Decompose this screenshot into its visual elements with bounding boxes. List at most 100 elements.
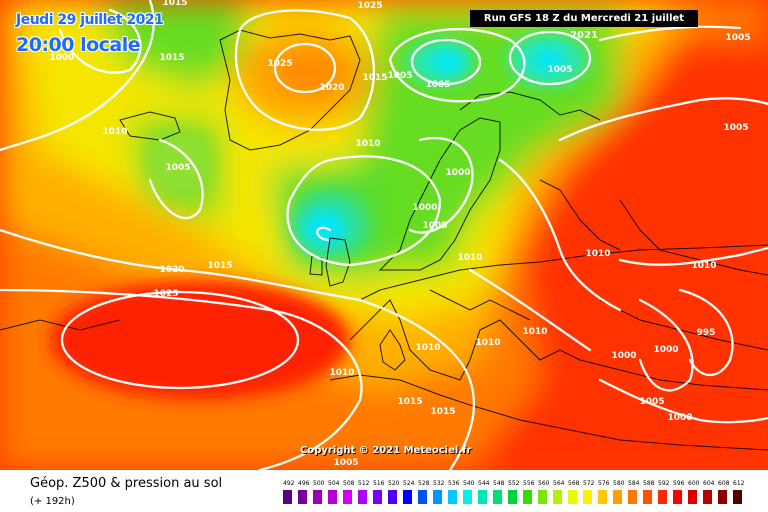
color-legend: 492 496 500 504 508 512 516 520 524 528 532 536 540 5… [283, 480, 753, 510]
isobar-label: 1010 [329, 368, 354, 378]
isobar-label: 1010 [102, 127, 127, 137]
isobar-label: 1025 [357, 1, 382, 11]
valid-time: 20:00 locale [16, 34, 141, 56]
isobar-label: 1005 [165, 163, 190, 173]
geopotential-shading [0, 0, 768, 470]
legend-swatch [403, 490, 412, 504]
legend-label: 572 [583, 480, 595, 487]
isobar-label: 1010 [355, 139, 380, 149]
legend-swatch [658, 490, 667, 504]
isobar-labels: 1015 1025 1005 1000 1015 1025 1005 1015 1005 1005… [49, 0, 750, 468]
legend-label: 584 [628, 480, 640, 487]
legend-swatch [388, 490, 397, 504]
copyright: Copyright © 2021 Meteociel.fr [300, 445, 472, 456]
legend-label: 560 [538, 480, 550, 487]
isobar-label: 1015 [207, 261, 232, 271]
isobar-label: 1025 [153, 289, 178, 299]
legend-label: 544 [478, 480, 490, 487]
legend-label: 608 [718, 480, 730, 487]
legend-label: 604 [703, 480, 715, 487]
forecast-lead: (+ 192h) [30, 496, 75, 507]
legend-swatch [508, 490, 517, 504]
isobar-label: 1000 [412, 203, 437, 213]
legend-swatch [343, 490, 352, 504]
isobar-label: 1010 [691, 261, 716, 271]
isobar-label: 1015 [362, 73, 387, 83]
legend-swatch [583, 490, 592, 504]
isobar-label: 1015 [159, 53, 184, 63]
legend-swatch [538, 490, 547, 504]
legend-label: 516 [373, 480, 385, 487]
legend-swatch [448, 490, 457, 504]
isobar-label: 1015 [162, 0, 187, 8]
isobar-label: 1000 [445, 168, 470, 178]
legend-swatch [523, 490, 532, 504]
isobar-label: 1000 [611, 351, 636, 361]
legend-swatch [703, 490, 712, 504]
isobar-label: 1015 [397, 397, 422, 407]
legend-label: 504 [328, 480, 340, 487]
legend-label: 512 [358, 480, 370, 487]
legend-swatch [673, 490, 682, 504]
isobar-label: 1005 [333, 458, 358, 468]
isobar-label: 1025 [267, 59, 292, 69]
legend-swatch [313, 490, 322, 504]
legend-swatch [283, 490, 292, 504]
legend-swatch [433, 490, 442, 504]
footer: Géop. Z500 & pression au sol (+ 192h) 49… [0, 470, 768, 512]
isobar-label: 1000 [49, 53, 74, 63]
legend-swatch [418, 490, 427, 504]
legend-swatch [373, 490, 382, 504]
isobar-label: 1005 [422, 221, 447, 231]
legend-swatch [358, 490, 367, 504]
legend-swatch [568, 490, 577, 504]
map-title: Géop. Z500 & pression au sol [30, 476, 223, 491]
forecast-map: 1015 1025 1005 1000 1015 1025 1005 1015 1005 1005… [0, 0, 768, 470]
legend-label: 548 [493, 480, 505, 487]
valid-date: Jeudi 29 juillet 2021 [16, 12, 164, 28]
legend-label: 536 [448, 480, 460, 487]
isobar-label: 1010 [585, 249, 610, 259]
legend-swatch [718, 490, 727, 504]
legend-swatch [628, 490, 637, 504]
isobar-label: 1010 [522, 327, 547, 337]
isobar-label: 1010 [475, 338, 500, 348]
legend-swatch [643, 490, 652, 504]
isobar-label: 1005 [425, 80, 450, 90]
legend-swatch [478, 490, 487, 504]
legend-swatch [553, 490, 562, 504]
legend-label: 540 [463, 480, 475, 487]
run-info: Run GFS 18 Z du Mercredi 21 juillet 2021 [470, 10, 698, 41]
legend-swatch [493, 490, 502, 504]
legend-label: 528 [418, 480, 430, 487]
legend-swatch [613, 490, 622, 504]
coastlines [0, 29, 768, 451]
legend-swatch [298, 490, 307, 504]
legend-label: 532 [433, 480, 445, 487]
legend-label: 568 [568, 480, 580, 487]
legend-swatch [688, 490, 697, 504]
isobar-label: 1000 [653, 345, 678, 355]
legend-label: 556 [523, 480, 535, 487]
isobar-label: 1020 [159, 265, 184, 275]
legend-label: 492 [283, 480, 295, 487]
isobar-label: 1005 [723, 123, 748, 133]
legend-label: 580 [613, 480, 625, 487]
isobar-label: 1005 [639, 397, 664, 407]
legend-label: 600 [688, 480, 700, 487]
isobar-label: 1005 [547, 65, 572, 75]
legend-label: 552 [508, 480, 520, 487]
legend-label: 576 [598, 480, 610, 487]
legend-swatch [733, 490, 742, 504]
legend-swatch [328, 490, 337, 504]
legend-label: 500 [313, 480, 325, 487]
isobar-label: 1010 [457, 253, 482, 263]
isobar-label: 995 [697, 328, 716, 338]
legend-label: 612 [733, 480, 745, 487]
legend-label: 592 [658, 480, 670, 487]
isobar-lines [0, 0, 768, 470]
legend-label: 564 [553, 480, 565, 487]
legend-label: 588 [643, 480, 655, 487]
isobar-label: 1015 [430, 407, 455, 417]
